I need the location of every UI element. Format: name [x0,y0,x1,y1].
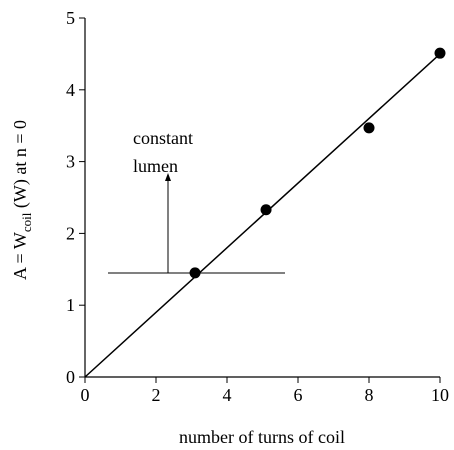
data-point [363,122,375,134]
x-tick-label: 8 [365,385,374,405]
x-tick-label: 2 [152,385,161,405]
y-tick-label: 5 [66,8,75,28]
annotation: constant [133,128,193,148]
y-tick-label: 0 [66,367,75,387]
y-label-part: (W) at n = 0 [10,120,31,213]
data-point [260,204,272,216]
y-label-sub: coil [19,212,34,232]
x-tick-label: 4 [223,385,232,405]
y-axis-label: A = Wcoil (W) at n = 0 [10,120,34,280]
data-point [434,47,446,59]
y-tick-label: 1 [66,295,75,315]
y-tick-label: 3 [66,152,75,172]
arrow-head [165,173,171,181]
annotation: lumen [133,156,178,176]
y-tick-label: 4 [66,80,75,100]
y-label-part: A = W [10,232,30,280]
y-tick-label: 2 [66,223,75,243]
x-tick-label: 10 [431,385,449,405]
x-tick-label: 6 [294,385,303,405]
x-axis-label: number of turns of coil [179,427,345,447]
data-point [189,267,201,279]
fit-line [84,53,441,378]
x-tick-label: 0 [81,385,90,405]
